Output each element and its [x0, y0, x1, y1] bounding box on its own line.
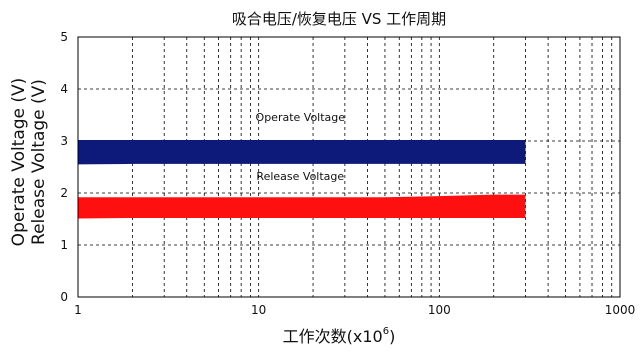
- x-tick-label: 1: [74, 303, 82, 317]
- plot-frame: [77, 36, 621, 298]
- chart-title: 吸合电压/恢复电压 VS 工作周期: [232, 10, 446, 28]
- y-tick-label: 1: [60, 238, 68, 252]
- y-axis-label: Operate Voltage (V) Release Voltage (V): [9, 78, 49, 247]
- y-tick-label: 3: [60, 134, 68, 148]
- band-operate-voltage: [78, 140, 526, 165]
- x-tick-label: 10: [251, 303, 266, 317]
- band-release-voltage: [78, 194, 526, 219]
- x-axis-label-main: 工作次数(x10: [283, 327, 383, 346]
- x-axis-label-exponent: 6: [383, 326, 389, 337]
- grid: [78, 37, 620, 297]
- y-tick-label: 4: [60, 82, 68, 96]
- x-axis-label: 工作次数(x106): [283, 326, 396, 346]
- y-axis-label-line: Operate Voltage (V): [9, 78, 29, 247]
- annotation-label: Operate Voltage: [256, 111, 346, 124]
- bands: [78, 140, 526, 219]
- annotation-label: Release Voltage: [256, 170, 344, 183]
- x-tick-label: 100: [428, 303, 451, 317]
- x-axis-label-close: ): [389, 327, 395, 346]
- y-tick-label: 2: [60, 186, 68, 200]
- x-tick-label: 1000: [605, 303, 636, 317]
- annotations: Operate Voltage Release Voltage: [256, 111, 346, 183]
- y-tick-label: 5: [60, 30, 68, 44]
- y-tick-label: 0: [60, 290, 68, 304]
- y-axis-label-line: Release Voltage (V): [29, 79, 49, 245]
